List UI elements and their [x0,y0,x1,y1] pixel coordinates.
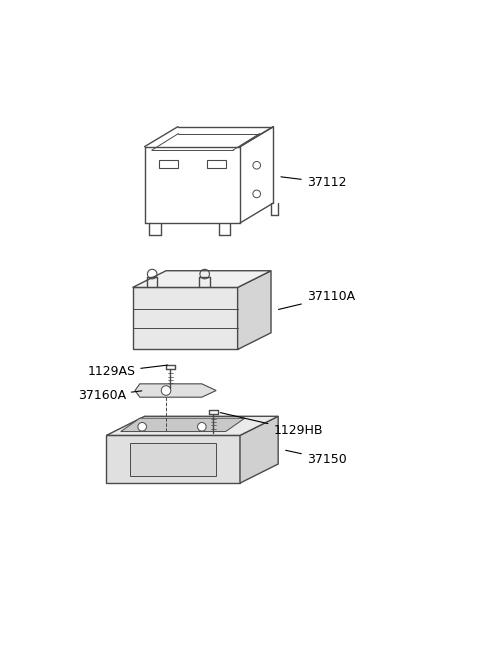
Text: 1129AS: 1129AS [87,365,168,379]
Polygon shape [120,418,245,432]
Text: 37110A: 37110A [278,291,355,310]
Text: 37160A: 37160A [78,389,142,402]
Text: 37112: 37112 [281,176,346,189]
Circle shape [198,422,206,431]
Polygon shape [132,287,238,350]
Polygon shape [238,271,271,350]
Circle shape [161,386,171,396]
Polygon shape [130,443,216,476]
Polygon shape [107,417,278,436]
Text: 1129HB: 1129HB [220,413,323,437]
Polygon shape [132,271,271,287]
Polygon shape [107,436,240,483]
Polygon shape [135,384,216,397]
Circle shape [138,422,146,431]
Text: 37150: 37150 [286,450,347,466]
Polygon shape [240,417,278,483]
